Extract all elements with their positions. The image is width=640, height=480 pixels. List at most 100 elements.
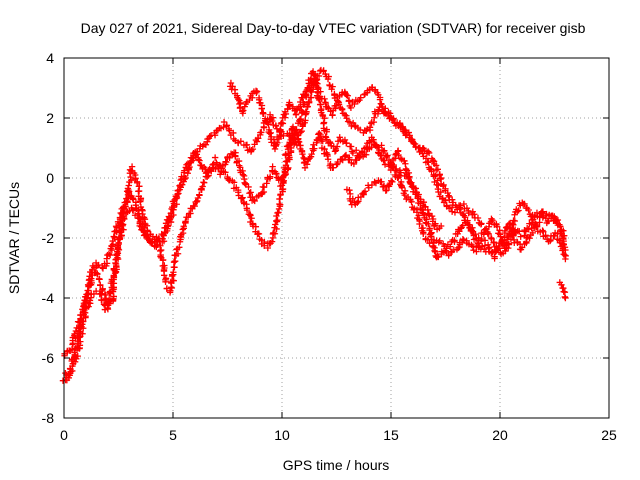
plot-frame	[63, 57, 610, 419]
data-point	[500, 234, 508, 241]
data-point	[281, 114, 289, 121]
data-point	[516, 228, 523, 235]
data-point	[154, 241, 161, 248]
data-point	[328, 86, 335, 93]
data-point	[66, 372, 73, 379]
data-point	[308, 88, 315, 96]
data-point	[245, 183, 252, 191]
data-point	[266, 111, 274, 118]
data-point	[421, 146, 428, 154]
data-point	[336, 134, 343, 141]
data-point	[415, 191, 422, 198]
data-point	[346, 186, 353, 194]
data-point	[455, 244, 462, 252]
data-point	[560, 232, 568, 239]
data-point	[529, 229, 536, 237]
data-point	[505, 240, 512, 247]
series-track-f	[556, 279, 569, 302]
data-point	[408, 136, 416, 143]
data-point	[159, 235, 166, 242]
data-point	[335, 101, 343, 108]
data-point	[363, 89, 371, 96]
data-point	[372, 142, 379, 149]
data-point	[274, 139, 281, 146]
data-point	[357, 94, 364, 101]
data-point	[439, 195, 446, 203]
x-tick-label: 0	[60, 427, 68, 443]
data-point	[182, 218, 189, 225]
data-point	[346, 119, 354, 126]
data-point	[343, 140, 350, 147]
data-point	[164, 216, 172, 224]
series-track-c	[62, 68, 569, 384]
data-point	[92, 287, 100, 295]
data-point	[156, 238, 163, 245]
data-point	[347, 104, 355, 112]
data-point	[180, 223, 187, 230]
data-point	[254, 230, 262, 237]
data-point	[451, 209, 459, 216]
data-point	[329, 111, 336, 119]
data-point	[120, 212, 128, 220]
data-point	[542, 232, 549, 239]
data-point	[285, 152, 293, 159]
data-point	[91, 269, 99, 276]
data-point	[271, 230, 279, 237]
data-point	[237, 138, 245, 145]
data-point	[71, 358, 79, 366]
data-point	[351, 100, 358, 108]
data-point	[417, 198, 424, 205]
data-point	[371, 114, 378, 121]
data-point	[268, 238, 276, 245]
data-point	[319, 137, 326, 145]
data-point	[146, 239, 154, 246]
data-point	[478, 220, 485, 227]
data-point	[96, 282, 104, 289]
data-point	[436, 237, 443, 244]
data-point	[339, 156, 346, 164]
data-point	[98, 296, 105, 304]
data-point	[76, 334, 83, 341]
data-point	[511, 217, 518, 225]
data-point	[349, 195, 356, 202]
data-point	[103, 255, 110, 262]
y-tick-label: -8	[42, 410, 55, 426]
data-point	[266, 173, 274, 180]
data-point	[345, 97, 352, 105]
data-point	[248, 215, 255, 222]
data-point	[174, 250, 182, 257]
data-point	[80, 317, 87, 325]
data-point	[488, 215, 495, 223]
data-point	[398, 184, 406, 191]
data-point	[376, 96, 384, 103]
data-point	[428, 212, 436, 220]
data-point	[539, 227, 546, 234]
data-point	[226, 127, 233, 134]
data-point	[554, 216, 562, 224]
data-point	[410, 139, 417, 147]
data-point	[489, 217, 496, 224]
data-point	[215, 165, 223, 172]
data-point	[445, 192, 452, 199]
data-point	[269, 163, 276, 170]
data-point	[518, 244, 526, 251]
data-point	[427, 233, 435, 240]
data-point	[99, 264, 106, 271]
data-point	[425, 149, 433, 157]
data-point	[447, 204, 455, 211]
data-point	[432, 172, 439, 180]
data-point	[397, 169, 405, 176]
data-point	[431, 247, 438, 255]
data-point	[321, 95, 328, 103]
data-point	[124, 198, 131, 206]
data-point	[143, 232, 150, 239]
data-point	[194, 197, 201, 205]
data-point	[528, 221, 536, 229]
data-point	[435, 253, 442, 261]
data-point	[114, 246, 122, 253]
data-point	[437, 188, 445, 196]
data-point	[442, 247, 449, 254]
data-point	[350, 160, 358, 168]
data-point	[246, 190, 253, 197]
data-point	[167, 210, 175, 217]
